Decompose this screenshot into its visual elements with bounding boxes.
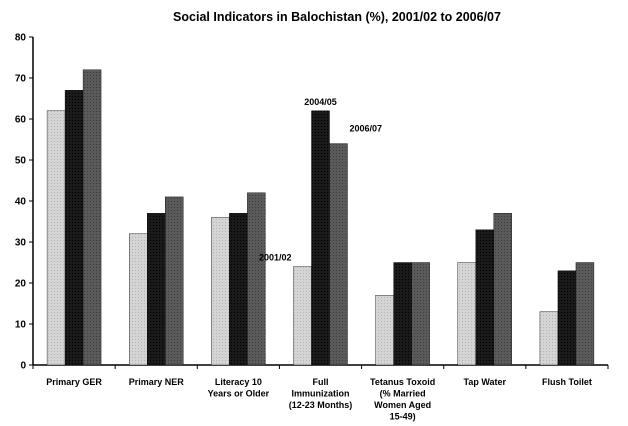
x-category-label: Women Aged [374, 400, 431, 410]
bar-2006-07-6 [575, 262, 595, 366]
y-tick-label: 20 [15, 279, 27, 290]
bar-2001-02-3 [293, 266, 312, 366]
bar-2004-05-2 [229, 213, 248, 366]
x-category-label: Flush Toilet [542, 377, 592, 387]
x-category-label: (12-23 Months) [289, 400, 353, 410]
y-tick-label: 30 [15, 238, 27, 249]
bar-2001-02-1 [129, 233, 148, 366]
y-tick-label: 60 [15, 115, 27, 126]
bar-2004-05-5 [475, 229, 494, 366]
y-tick-label: 70 [15, 74, 27, 85]
x-category-label: (% Married [380, 389, 426, 399]
x-category-label: Full [313, 377, 329, 387]
x-category-label: Immunization [292, 389, 350, 399]
bar-2001-02-2 [211, 217, 230, 366]
y-tick-label: 10 [15, 320, 27, 331]
bar-2006-07-5 [493, 213, 512, 366]
y-tick-label: 80 [15, 33, 27, 44]
bar-2004-05-1 [147, 213, 166, 366]
bar-2006-07-3 [329, 143, 348, 366]
x-category-label: Tap Water [464, 377, 507, 387]
y-tick-label: 50 [15, 156, 27, 167]
x-category-label: Primary GER [46, 377, 102, 387]
bar-2001-02-0 [46, 110, 66, 366]
bar-2004-05-4 [393, 262, 412, 366]
bar-2004-05-6 [557, 270, 577, 366]
x-category-label: Primary NER [129, 377, 185, 387]
x-category-label: 15-49) [390, 412, 416, 422]
bar-2006-07-1 [165, 196, 184, 366]
y-tick-label: 0 [20, 361, 26, 372]
plot-area: 0 10 20 30 40 50 60 70 80 Primary GER Primary NER L… [15, 33, 609, 422]
bar-annotation-label: 2004/05 [304, 97, 337, 107]
bar-2001-02-4 [375, 295, 394, 366]
bar-2001-02-6 [539, 311, 559, 366]
x-category-label: Literacy 10 [215, 377, 262, 387]
x-category-label: Tetanus Toxoid [370, 377, 435, 387]
bar-annotation-label: 2001/02 [259, 253, 292, 263]
bar-2001-02-5 [457, 262, 476, 366]
bar-2004-05-0 [64, 90, 84, 366]
bar-2006-07-0 [82, 69, 102, 366]
bar-annotation-label: 2006/07 [350, 124, 383, 134]
chart-title: Social Indicators in Balochistan (%), 20… [173, 10, 501, 24]
bar-2006-07-2 [247, 192, 266, 366]
bar-2004-05-3 [311, 110, 330, 366]
y-tick-label: 40 [15, 197, 27, 208]
bar-2006-07-4 [411, 262, 430, 366]
x-category-label: Years or Older [208, 389, 270, 399]
